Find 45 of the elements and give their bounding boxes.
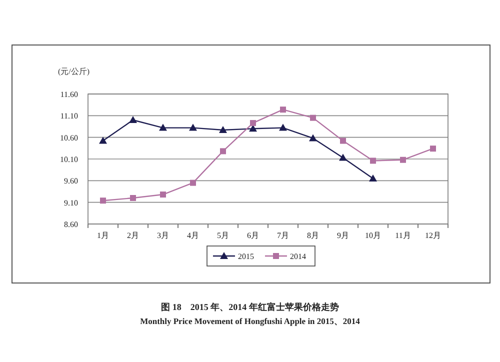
x-tick-label: 5月 [217, 231, 229, 240]
legend-label: 2014 [290, 252, 306, 261]
point [160, 192, 166, 198]
point [189, 124, 197, 131]
x-tick-label: 9月 [337, 231, 349, 240]
point [400, 156, 406, 163]
point [129, 116, 137, 123]
text: 图 18 2015 年、2014 年红富士苹果价格走势 [161, 302, 339, 312]
x-tick-label: 7月 [277, 231, 289, 240]
point [279, 124, 287, 131]
x-tick-label: 12月 [425, 231, 441, 240]
point [309, 134, 317, 142]
y-axis-title: (元/公斤) [58, 67, 90, 76]
x-tick-label: 4月 [187, 231, 199, 240]
point [370, 158, 376, 164]
point [99, 136, 107, 144]
point [339, 154, 347, 161]
x-tick-label: 6月 [247, 231, 259, 240]
x-tick-label: 3月 [157, 231, 169, 240]
point [340, 138, 346, 144]
legend-label: 2015 [238, 252, 254, 261]
y-tick-label: 9.60 [64, 176, 78, 186]
point [100, 198, 106, 204]
y-tick-label: 11.60 [60, 90, 78, 99]
point [190, 180, 196, 186]
point [369, 174, 377, 182]
y-tick-label: 9.10 [64, 198, 78, 208]
y-tick-label: 10.10 [60, 155, 78, 164]
point [219, 126, 227, 133]
x-tick-label: 8月 [307, 231, 319, 240]
point [430, 146, 436, 152]
point [220, 148, 226, 154]
y-tick-label: 10.60 [60, 133, 78, 142]
point [250, 120, 256, 126]
point [310, 114, 316, 121]
x-tick-label: 1月 [97, 231, 109, 240]
text: Monthly Price Movement of Hongfushi Apple in 2015、2014 [140, 316, 361, 326]
point [159, 124, 167, 131]
x-tick-label: 10月 [365, 231, 381, 240]
x-tick-label: 11月 [395, 231, 411, 240]
x-tick-label: 2月 [127, 231, 139, 240]
y-tick-label: 8.60 [64, 220, 78, 229]
point [280, 106, 286, 113]
point [130, 195, 136, 201]
y-tick-label: 11.10 [60, 112, 78, 121]
